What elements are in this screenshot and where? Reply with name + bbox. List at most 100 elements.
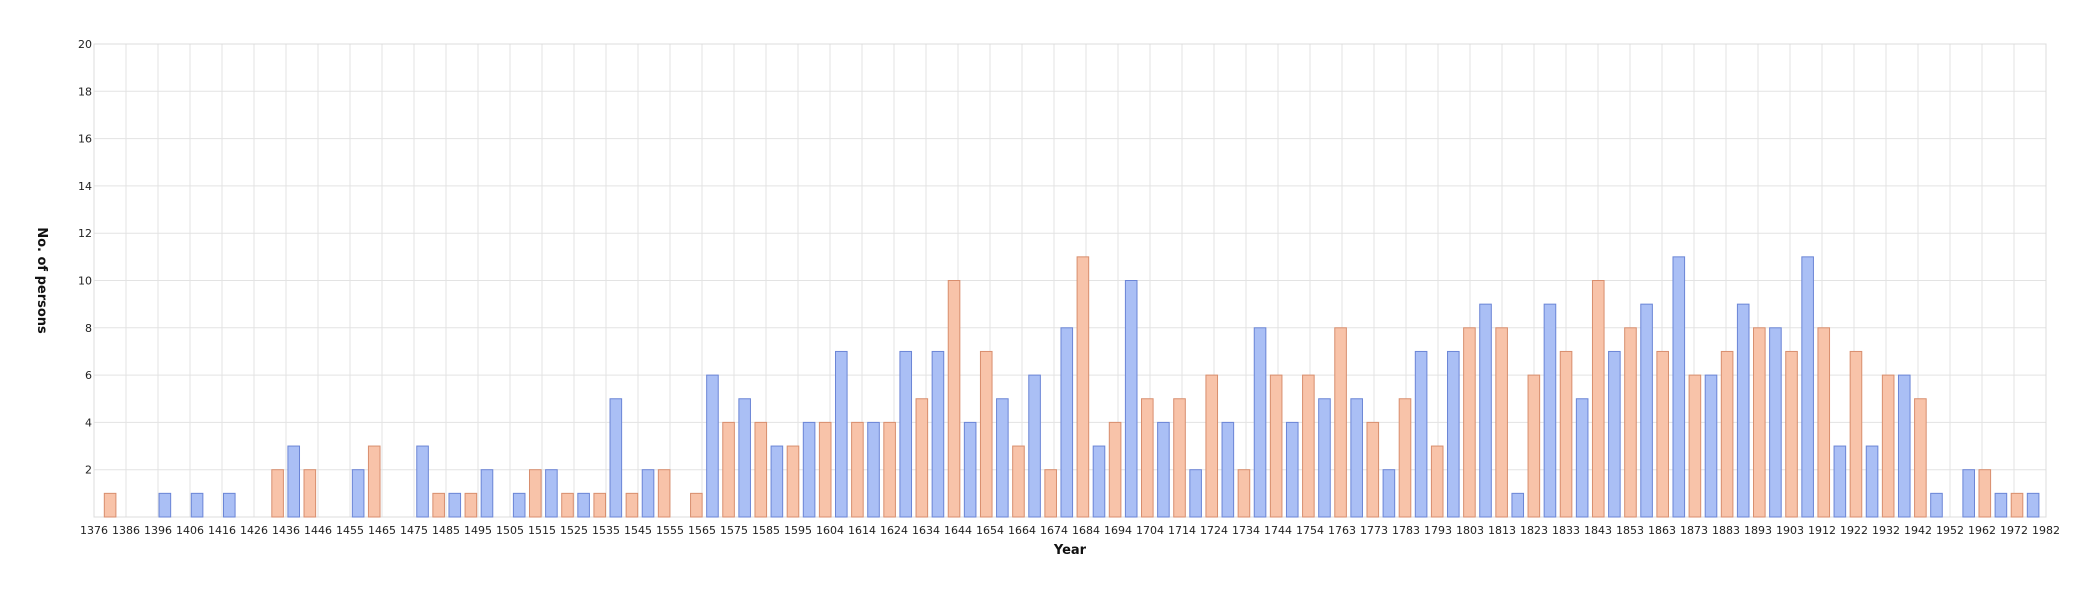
x-tick-label: 1376	[80, 524, 108, 537]
bar-blue	[867, 421, 880, 518]
bar-blue	[996, 398, 1009, 518]
bar-blue	[545, 469, 558, 518]
bar-orange	[818, 421, 832, 518]
bar-blue	[1608, 350, 1621, 518]
x-tick-label: 1406	[176, 524, 204, 537]
x-tick-label: 1853	[1616, 524, 1644, 537]
y-tick-label: 14	[78, 180, 92, 193]
bar-orange	[657, 469, 671, 518]
x-tick-label: 1793	[1424, 524, 1452, 537]
bar-orange	[754, 421, 768, 518]
bar-orange	[1688, 374, 1702, 518]
bar-orange	[1753, 327, 1766, 518]
x-tick-label: 1684	[1072, 524, 1100, 537]
bar-orange	[1173, 398, 1186, 518]
bar-blue	[1575, 398, 1589, 518]
x-tick-label: 1754	[1296, 524, 1324, 537]
bar-blue	[609, 398, 623, 518]
y-axis-ticks: 2 4 6 8 10 12 14 16 18 20	[78, 38, 92, 477]
bar-orange	[851, 421, 864, 518]
bar-blue	[835, 350, 848, 518]
bar-blue	[931, 350, 945, 518]
bar-blue	[1189, 469, 1202, 518]
bar-orange	[1012, 445, 1025, 518]
y-axis-title: No. of persons	[34, 227, 49, 334]
bar-blue	[577, 492, 590, 518]
bar-orange	[883, 421, 896, 518]
x-tick-label: 1436	[272, 524, 300, 537]
bar-orange	[1559, 350, 1573, 518]
x-tick-label: 1763	[1328, 524, 1356, 537]
x-tick-label: 1535	[592, 524, 620, 537]
bar-orange	[947, 280, 961, 518]
bar-blue	[899, 350, 913, 518]
bars	[103, 256, 2040, 518]
x-tick-label: 1873	[1680, 524, 1708, 537]
bar-orange	[1495, 327, 1508, 518]
x-axis-ticks: 1376 1386 1396 1406 1416 1426 1436 1446 1455 1465…	[80, 524, 2060, 537]
bar-blue	[287, 445, 301, 518]
bar-orange	[1656, 350, 1669, 518]
bar-blue	[1640, 303, 1653, 518]
bar-orange	[528, 469, 542, 518]
bar-blue	[1543, 303, 1557, 518]
bar-orange	[786, 445, 800, 518]
x-tick-label: 1942	[1904, 524, 1932, 537]
x-tick-label: 1624	[880, 524, 908, 537]
bar-blue	[1285, 421, 1299, 518]
bar-blue	[480, 469, 494, 518]
x-tick-label: 1744	[1264, 524, 1292, 537]
x-tick-label: 1813	[1488, 524, 1516, 537]
bar-orange	[1881, 374, 1895, 518]
x-tick-label: 1962	[1968, 524, 1996, 537]
bar-blue	[706, 374, 719, 518]
y-tick-label: 2	[85, 464, 92, 477]
bar-orange	[1044, 469, 1057, 518]
bar-orange	[1237, 469, 1251, 518]
bar-blue	[1704, 374, 1718, 518]
x-tick-label: 1396	[144, 524, 172, 537]
bar-blue	[641, 469, 655, 518]
bar-orange	[1141, 398, 1154, 518]
x-tick-label: 1475	[400, 524, 428, 537]
bar-blue	[1962, 469, 1975, 518]
x-tick-label: 1724	[1200, 524, 1228, 537]
x-tick-label: 1495	[464, 524, 492, 537]
x-tick-label: 1446	[304, 524, 332, 537]
x-tick-label: 1803	[1456, 524, 1484, 537]
x-tick-label: 1694	[1104, 524, 1132, 537]
bar-blue	[1447, 350, 1460, 518]
bar-blue	[512, 492, 526, 518]
bar-orange	[1785, 350, 1798, 518]
x-tick-label: 1734	[1232, 524, 1260, 537]
x-tick-label: 1565	[688, 524, 716, 537]
bar-orange	[915, 398, 929, 518]
bar-blue	[1833, 445, 1847, 518]
x-tick-label: 1773	[1360, 524, 1388, 537]
bar-blue	[770, 445, 784, 518]
bar-orange	[722, 421, 735, 518]
bar-blue	[1060, 327, 1074, 518]
bar-blue	[2026, 492, 2040, 518]
x-tick-label: 1664	[1008, 524, 1036, 537]
x-tick-label: 1604	[816, 524, 844, 537]
bar-orange	[1366, 421, 1380, 518]
bar-orange	[464, 492, 478, 518]
bar-orange	[1720, 350, 1734, 518]
bar-blue	[416, 445, 429, 518]
bar-blue	[802, 421, 816, 518]
bar-blue	[1028, 374, 1041, 518]
x-tick-label: 1922	[1840, 524, 1868, 537]
x-tick-label: 1386	[112, 524, 140, 537]
x-tick-label: 1416	[208, 524, 236, 537]
y-tick-label: 8	[85, 322, 92, 335]
bar-orange	[979, 350, 993, 518]
bar-orange	[2010, 492, 2024, 518]
x-tick-label: 1912	[1808, 524, 1836, 537]
bar-orange	[1591, 280, 1605, 518]
bar-blue	[1511, 492, 1525, 518]
bar-blue	[190, 492, 204, 518]
y-tick-label: 16	[78, 133, 92, 146]
x-tick-label: 1515	[528, 524, 556, 537]
bar-blue	[1382, 469, 1396, 518]
